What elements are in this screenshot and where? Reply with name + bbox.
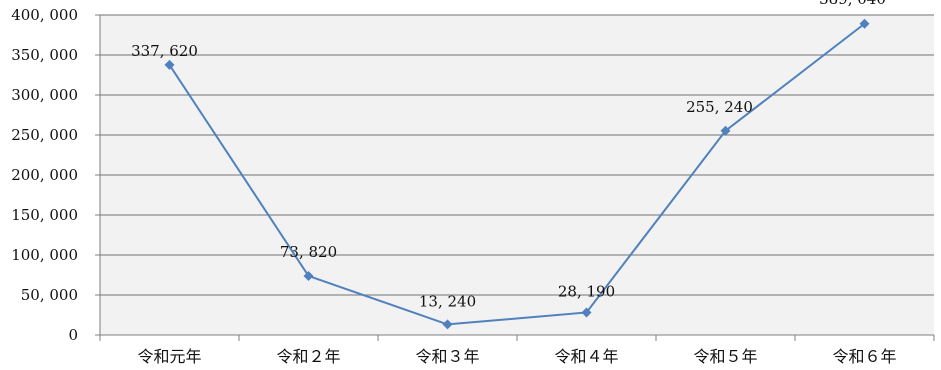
x-tick-label: 令和６年	[832, 347, 896, 366]
data-point-marker	[720, 125, 731, 136]
data-point-marker	[859, 18, 870, 29]
y-tick-label: 0	[68, 326, 78, 344]
y-tick-label: 100, 000	[11, 246, 78, 264]
x-axis-tick-labels: 令和元年 令和２年 令和３年 令和４年 令和５年 令和６年	[137, 347, 896, 366]
y-tick-label: 150, 000	[11, 206, 78, 224]
x-tick-label: 令和５年	[693, 347, 757, 366]
y-tick-label: 50, 000	[21, 286, 78, 304]
data-label: 337, 620	[131, 42, 198, 60]
gridlines	[100, 14, 934, 296]
data-label: 255, 240	[686, 98, 753, 116]
data-point-marker	[581, 307, 592, 318]
series-line	[168, 22, 866, 326]
data-point-marker	[303, 270, 314, 281]
y-tick-label: 300, 000	[11, 86, 78, 104]
data-series	[164, 18, 870, 330]
y-tick-label: 400, 000	[11, 6, 78, 24]
y-axis-tick-labels: 0 50, 000 100, 000 150, 000 200, 000 250, 000…	[11, 6, 78, 344]
data-label: 73, 820	[280, 243, 337, 261]
data-label: 13, 240	[419, 292, 476, 310]
y-tick-label: 250, 000	[11, 126, 78, 144]
x-tick-label: 令和２年	[276, 347, 340, 366]
data-label: 28, 190	[558, 282, 615, 300]
x-tick-label: 令和３年	[415, 347, 479, 366]
data-label: 389, 040	[819, 0, 886, 8]
data-labels: 337, 620 73, 820 13, 240 28, 190 255, 240 389…	[131, 0, 886, 310]
y-tick-label: 200, 000	[11, 166, 78, 184]
x-tick-label: 令和元年	[137, 347, 201, 366]
x-tick-label: 令和４年	[554, 347, 618, 366]
data-point-marker	[164, 59, 175, 70]
y-tick-label: 350, 000	[11, 46, 78, 64]
data-point-marker	[442, 319, 453, 330]
axes	[95, 14, 935, 341]
